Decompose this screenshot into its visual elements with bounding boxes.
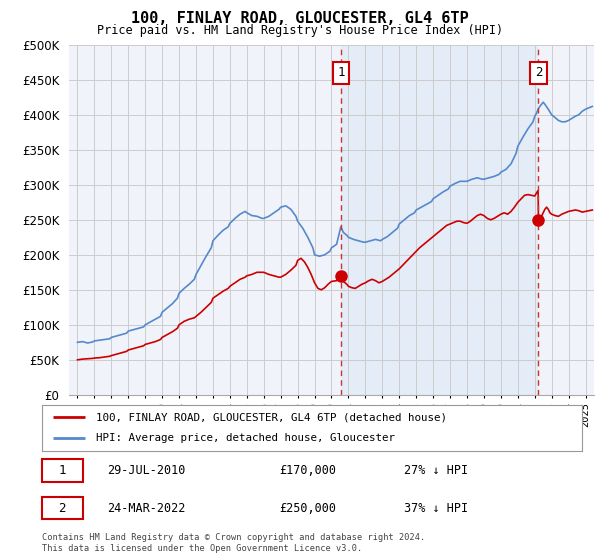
Text: 37% ↓ HPI: 37% ↓ HPI	[404, 502, 468, 515]
FancyBboxPatch shape	[42, 497, 83, 519]
Text: 1: 1	[337, 66, 345, 80]
Text: £170,000: £170,000	[280, 464, 337, 477]
FancyBboxPatch shape	[42, 459, 83, 482]
Text: 29-JUL-2010: 29-JUL-2010	[107, 464, 185, 477]
Bar	[341, 45, 538, 395]
Text: 27% ↓ HPI: 27% ↓ HPI	[404, 464, 468, 477]
Text: 24-MAR-2022: 24-MAR-2022	[107, 502, 185, 515]
Text: 2: 2	[58, 502, 66, 515]
Text: 1: 1	[58, 464, 66, 477]
Text: 100, FINLAY ROAD, GLOUCESTER, GL4 6TP: 100, FINLAY ROAD, GLOUCESTER, GL4 6TP	[131, 11, 469, 26]
Text: 2: 2	[535, 66, 542, 80]
Text: Contains HM Land Registry data © Crown copyright and database right 2024.
This d: Contains HM Land Registry data © Crown c…	[42, 533, 425, 553]
Text: £250,000: £250,000	[280, 502, 337, 515]
Text: HPI: Average price, detached house, Gloucester: HPI: Average price, detached house, Glou…	[96, 433, 395, 444]
Text: Price paid vs. HM Land Registry's House Price Index (HPI): Price paid vs. HM Land Registry's House …	[97, 24, 503, 36]
Text: 100, FINLAY ROAD, GLOUCESTER, GL4 6TP (detached house): 100, FINLAY ROAD, GLOUCESTER, GL4 6TP (d…	[96, 412, 447, 422]
